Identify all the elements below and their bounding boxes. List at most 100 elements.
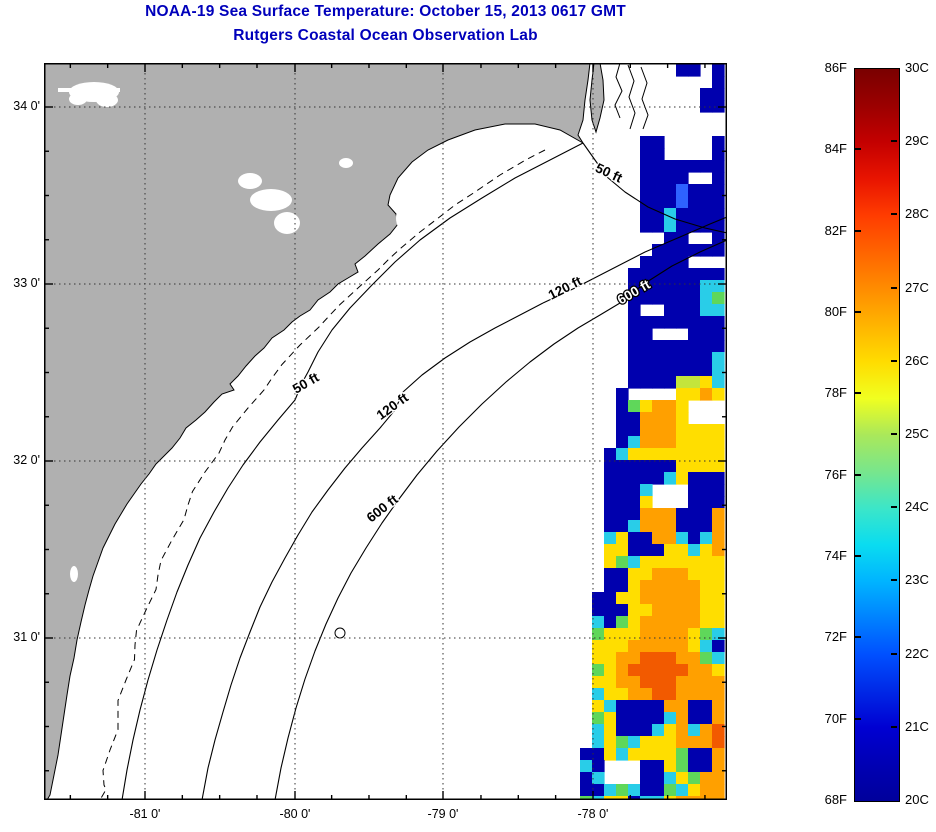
sst-cell: [700, 520, 713, 533]
sst-cell: [700, 472, 713, 485]
sst-cell: [604, 664, 617, 677]
sst-cell: [592, 736, 605, 749]
sst-cell: [664, 592, 677, 605]
colorbar-fahrenheit-label: 70F: [824, 710, 847, 726]
x-axis-tick-label: -81 0': [129, 807, 161, 821]
sst-cell: [592, 772, 605, 785]
sst-cell: [628, 628, 641, 641]
sst-cell: [676, 544, 689, 557]
colorbar-fahrenheit-label: 68F: [824, 792, 847, 807]
sst-cell: [712, 676, 725, 689]
sst-cell: [640, 460, 653, 473]
sst-cell: [712, 796, 725, 800]
sst-cell: [628, 268, 641, 281]
sst-cell: [712, 508, 725, 521]
sst-cell: [688, 580, 701, 593]
sst-cell: [640, 376, 653, 389]
sst-cell: [628, 376, 641, 389]
sst-cell: [604, 784, 617, 797]
sst-cell: [628, 436, 641, 449]
sst-cell: [676, 784, 689, 797]
sst-cell: [676, 220, 689, 233]
sst-cell: [652, 472, 665, 485]
sst-cell: [664, 736, 677, 749]
sst-cell: [640, 652, 653, 665]
sst-cell: [676, 652, 689, 665]
sst-cell: [676, 796, 689, 800]
y-axis-tick-label: 34 0': [13, 99, 40, 113]
sst-cell: [592, 592, 605, 605]
sst-cell: [604, 700, 617, 713]
sst-cell: [640, 544, 653, 557]
sst-cell: [652, 796, 665, 800]
sst-cell: [664, 424, 677, 437]
sst-cell: [712, 340, 725, 353]
sst-cell: [676, 244, 689, 257]
sst-cell: [628, 352, 641, 365]
colorbar-celsius-label: 23C: [905, 572, 929, 588]
sst-cell: [652, 544, 665, 557]
sst-cell: [664, 568, 677, 581]
sst-cell: [712, 784, 725, 797]
sst-cell: [700, 328, 713, 341]
sst-cell: [676, 412, 689, 425]
sst-cell: [640, 760, 653, 773]
sst-cell: [616, 532, 629, 545]
sst-cell: [652, 640, 665, 653]
sst-cell: [700, 544, 713, 557]
sst-cell: [664, 688, 677, 701]
colorbar-fahrenheit-label: 84F: [824, 141, 847, 157]
sst-cell: [700, 784, 713, 797]
sst-cell: [676, 724, 689, 737]
sst-cell: [652, 460, 665, 473]
sst-cell: [628, 472, 641, 485]
closed-contour-marker: [334, 627, 346, 639]
sst-cell: [592, 688, 605, 701]
colorbar-celsius-label: 26C: [905, 352, 929, 368]
sst-cell: [664, 400, 677, 413]
sst-cell: [652, 400, 665, 413]
sst-cell: [640, 520, 653, 533]
sst-cell: [652, 364, 665, 377]
sst-cell: [628, 688, 641, 701]
sst-cell: [652, 376, 665, 389]
sst-cell: [688, 712, 701, 725]
sst-cell: [712, 748, 725, 761]
sst-cell: [712, 460, 725, 473]
sst-cell: [712, 196, 725, 209]
sst-cell: [712, 304, 725, 317]
sst-cell: [700, 652, 713, 665]
sst-cell: [628, 304, 641, 317]
sst-cell: [712, 160, 725, 173]
sst-cell: [640, 700, 653, 713]
colorbar-fahrenheit-label: 76F: [824, 466, 847, 482]
sst-cell: [604, 724, 617, 737]
sst-cell: [676, 688, 689, 701]
sst-cell: [628, 724, 641, 737]
sst-cell: [676, 604, 689, 617]
sst-cell: [616, 700, 629, 713]
sst-cell: [652, 556, 665, 569]
sst-cell: [712, 424, 725, 437]
sst-cell: [616, 580, 629, 593]
sst-cell: [676, 160, 689, 173]
sst-cell: [676, 196, 689, 209]
sst-cell: [580, 748, 593, 761]
colorbar-fahrenheit-label: 78F: [824, 385, 847, 401]
sst-cell: [712, 580, 725, 593]
sst-cell: [712, 556, 725, 569]
sst-cell: [640, 580, 653, 593]
sst-cell: [688, 208, 701, 221]
sst-cell: [712, 292, 725, 305]
x-axis-tick-label: -79 0': [427, 807, 459, 821]
sst-cell: [664, 796, 677, 800]
sst-cell: [700, 88, 713, 101]
plot-frame: [44, 63, 727, 800]
sst-cell: [700, 688, 713, 701]
colorbar-celsius-label: 20C: [905, 792, 929, 807]
sst-cell: [604, 628, 617, 641]
colorbar-celsius-label: 28C: [905, 206, 929, 222]
sst-cell: [676, 400, 689, 413]
colorbar-c-tick: [891, 725, 897, 728]
